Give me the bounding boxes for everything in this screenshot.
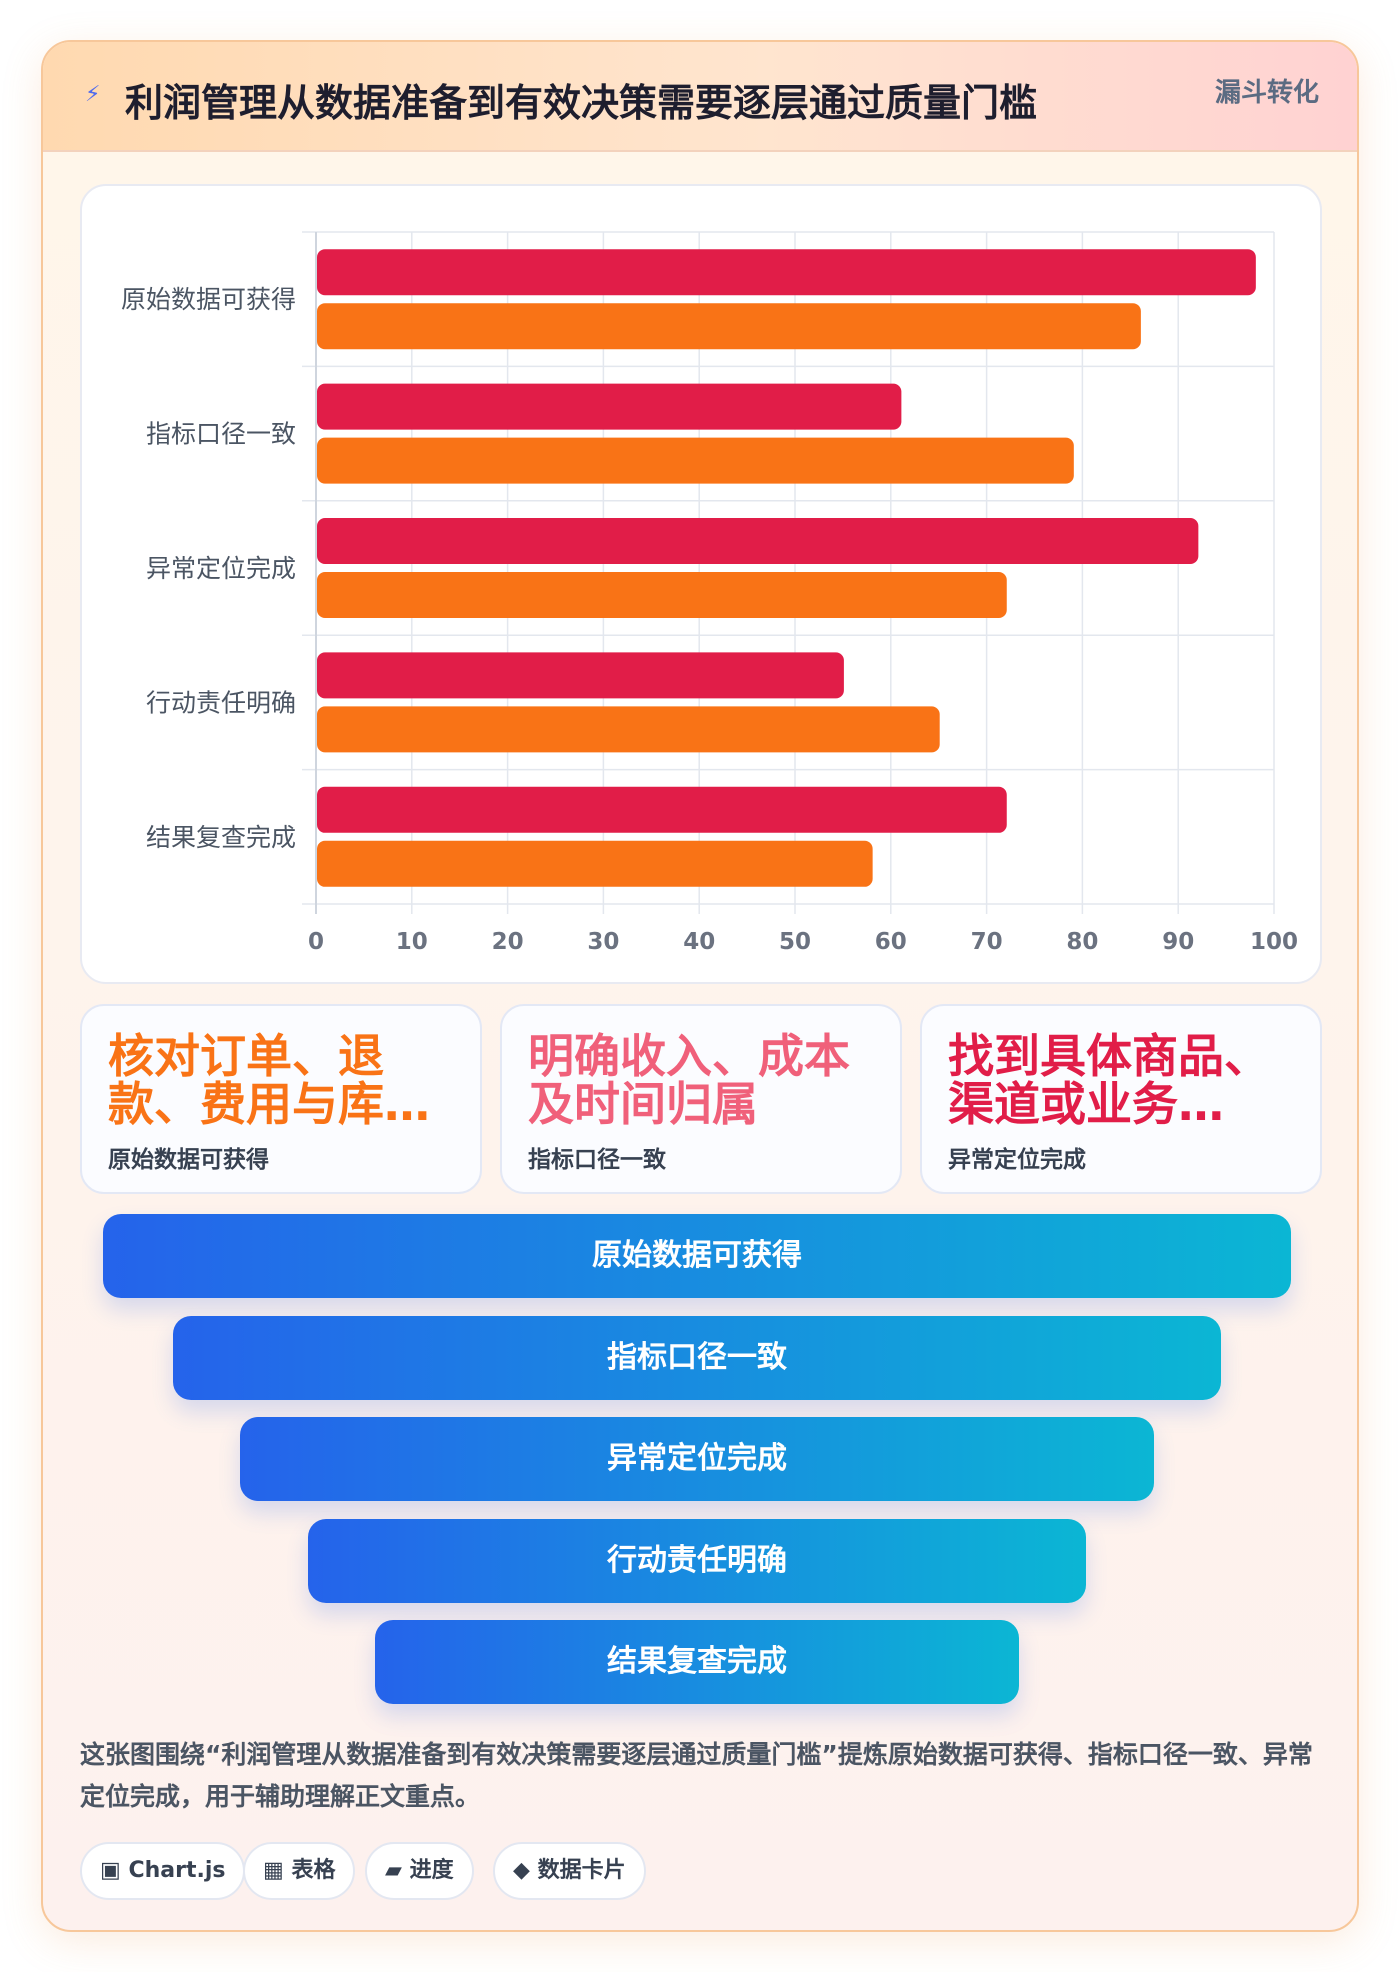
tag-label: Chart.js [128, 1858, 226, 1883]
y-category-label: 异常定位完成 [146, 554, 296, 583]
summary-text: 这张图围绕“利润管理从数据准备到有效决策需要逐层通过质量门槛”提炼原始数据可获得… [80, 1740, 1313, 1811]
page-title: 利润管理从数据准备到有效决策需要逐层通过质量门槛 [125, 81, 1038, 125]
lightning-icon: ⚡ [85, 82, 101, 107]
funnel-step-2: 指标口径一致 [173, 1316, 1221, 1400]
bar-chart-panel: 0 10 20 30 40 50 60 70 80 90 100 原始数据可获得指标口径一致 异常定位完… [80, 184, 1322, 984]
card-header: ⚡ 利润管理从数据准备到有效决策需要逐层通过质量门槛 漏斗转化 [43, 42, 1357, 152]
stat-label: 指标口径一致 [528, 1147, 666, 1173]
x-tick-label: 20 [492, 929, 524, 955]
bar [317, 572, 1007, 618]
stat-card-3: 找到具体商品、渠道或业务… 异常定位完成 [920, 1004, 1322, 1194]
bar [317, 652, 844, 699]
tag-progress: ▰ 进度 [365, 1842, 474, 1900]
stat-value: 核对订单、退款、费用与库… [108, 1032, 430, 1128]
bar [317, 518, 1199, 564]
diamond-icon: ◆ [513, 1858, 530, 1883]
funnel-step-3: 异常定位完成 [240, 1417, 1154, 1501]
tag-data-card: ◆ 数据卡片 [493, 1842, 646, 1900]
bar [317, 437, 1074, 484]
tag-chartjs: ▣ Chart.js [80, 1842, 246, 1900]
x-tick-label: 40 [683, 929, 715, 955]
chart-icon: ▣ [100, 1858, 121, 1883]
funnel-step-1: 原始数据可获得 [103, 1214, 1291, 1298]
x-tick-label: 50 [779, 929, 811, 955]
bar [317, 249, 1256, 296]
y-category-label: 指标口径一致 [146, 420, 296, 449]
x-tick-label: 10 [396, 929, 428, 955]
x-tick-label: 100 [1250, 929, 1298, 955]
x-tick-label: 70 [971, 929, 1003, 955]
x-tick-label: 90 [1162, 929, 1194, 955]
funnel-step-4: 行动责任明确 [308, 1519, 1086, 1603]
progress-icon: ▰ [385, 1858, 402, 1883]
bar [317, 303, 1141, 350]
bar [317, 840, 873, 887]
x-tick-label: 80 [1066, 929, 1098, 955]
header-tag: 漏斗转化 [1214, 78, 1319, 108]
tag-label: 数据卡片 [537, 1858, 626, 1883]
stat-label: 异常定位完成 [948, 1147, 1086, 1173]
y-category-label: 行动责任明确 [146, 688, 296, 717]
tag-table: ▦ 表格 [243, 1842, 356, 1900]
stat-value: 找到具体商品、渠道或业务… [948, 1032, 1270, 1128]
x-tick-label: 60 [875, 929, 907, 955]
bar [317, 706, 940, 753]
tag-label: 表格 [291, 1858, 336, 1883]
stat-card-2: 明确收入、成本及时间归属 指标口径一致 [500, 1004, 902, 1194]
tag-label: 进度 [409, 1858, 454, 1883]
table-icon: ▦ [263, 1858, 284, 1883]
bar [317, 786, 1007, 833]
x-tick-label: 30 [587, 929, 619, 955]
stat-card-1: 核对订单、退款、费用与库… 原始数据可获得 [80, 1004, 482, 1194]
x-tick-label: 0 [308, 929, 324, 955]
y-category-label: 原始数据可获得 [121, 285, 296, 314]
y-category-label: 结果复查完成 [146, 823, 296, 852]
funnel-step-5: 结果复查完成 [375, 1620, 1019, 1704]
stat-value: 明确收入、成本及时间归属 [528, 1032, 850, 1128]
stat-label: 原始数据可获得 [108, 1147, 269, 1173]
bar-chart: 0 10 20 30 40 50 60 70 80 90 100 原始数据可获得指标口径一致异常定位完… [121, 231, 1298, 955]
figure-card: ⚡ 利润管理从数据准备到有效决策需要逐层通过质量门槛 漏斗转化 0 10 20 30 4… [41, 40, 1359, 1932]
bar [317, 383, 902, 430]
